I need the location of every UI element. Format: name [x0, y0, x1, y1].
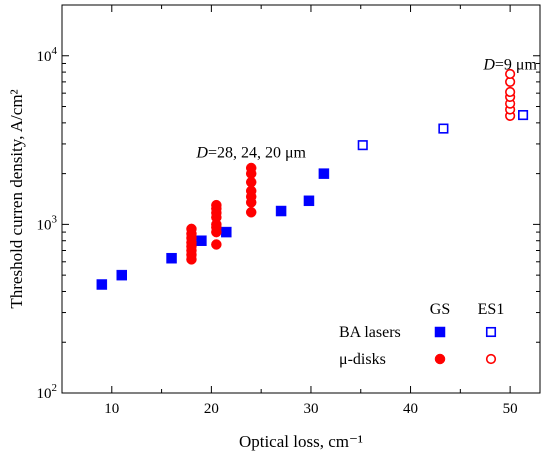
- legend-column-header-es1: ES1: [478, 301, 505, 318]
- y-tick-label: 102: [37, 382, 58, 402]
- y-axis-label: Threshold curren density, A/cm²: [7, 89, 26, 308]
- ba-laser-es1-point: [518, 110, 529, 121]
- microdisk-gs-point: [211, 239, 222, 250]
- legend-square-es1-marker: [485, 326, 497, 338]
- axis-ticks: [61, 4, 540, 394]
- x-axis-label: Optical loss, cm⁻¹: [239, 432, 363, 451]
- microdisk-es1-point: [505, 68, 516, 80]
- legend-row-microdisks: μ-disks: [339, 351, 386, 368]
- microdisk-gs-point: [245, 162, 257, 174]
- microdisk-es1-point: [505, 86, 516, 98]
- annotations: D=28, 24, 20 μm D=9 μm: [195, 56, 537, 161]
- legend-square-gs-marker: [434, 326, 446, 338]
- ba-laser-gs-point: [116, 269, 127, 281]
- plot-frame: [61, 4, 541, 394]
- legend-circle-es1-marker: [485, 353, 497, 365]
- microdisk-diameter-annotation-gs: D=28, 24, 20 μm: [195, 144, 306, 161]
- ba-laser-gs-point: [196, 235, 207, 246]
- microdisk-gs-point: [245, 207, 257, 218]
- microdisk-gs-point: [186, 223, 197, 235]
- legend-column-header-gs: GS: [430, 301, 450, 318]
- x-tick-label: 40: [403, 401, 418, 417]
- ba-laser-es1-point: [438, 123, 449, 134]
- ba-laser-gs-point: [221, 226, 232, 238]
- ba-laser-gs-point: [318, 168, 330, 179]
- x-tick-label: 50: [503, 401, 518, 417]
- legend-row-ba-lasers: BA lasers: [339, 324, 401, 341]
- data-points: [96, 68, 529, 290]
- ba-laser-gs-point: [166, 252, 177, 264]
- ba-laser-gs-point: [275, 205, 287, 217]
- microdisk-diameter-annotation-es1: D=9 μm: [482, 56, 537, 73]
- x-tick-label: 10: [104, 401, 119, 417]
- y-tick-label: 104: [37, 45, 58, 65]
- ba-laser-gs-point: [303, 195, 315, 207]
- legend-circle-gs-marker: [434, 353, 446, 365]
- x-tick-label: 20: [204, 401, 219, 417]
- axis-tick-labels: 10 20 30 40 50 102 103 104: [37, 45, 518, 417]
- x-tick-label: 30: [303, 401, 318, 417]
- legend: GS ES1 BA lasers μ-disks: [339, 301, 504, 368]
- microdisk-gs-point: [211, 199, 222, 211]
- y-tick-label: 103: [37, 213, 58, 233]
- ba-laser-es1-point: [357, 140, 368, 151]
- ba-laser-gs-point: [96, 279, 108, 290]
